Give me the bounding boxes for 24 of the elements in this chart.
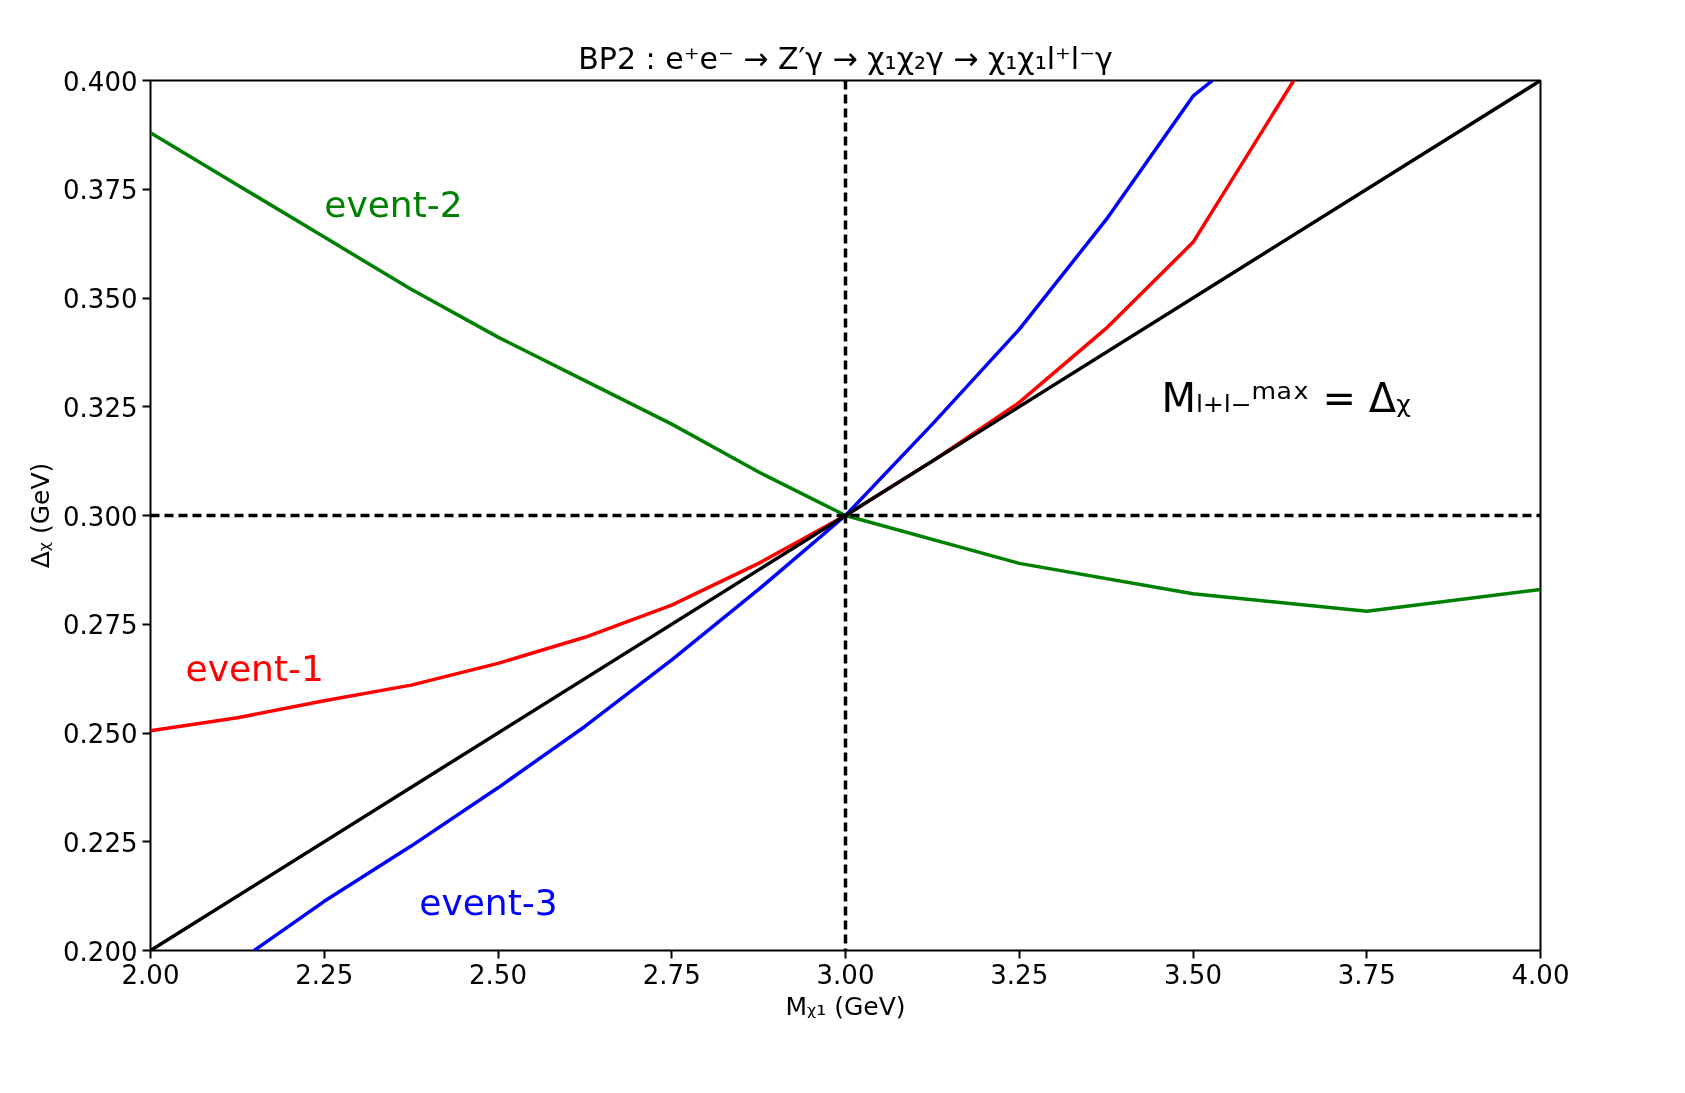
y-tick-label: 0.325 (63, 392, 138, 423)
x-tick-label: 3.25 (990, 959, 1049, 990)
y-tick-label: 0.375 (63, 175, 138, 206)
x-tick-label: 2.75 (642, 959, 701, 990)
line-series (150, 130, 1541, 613)
x-tick-label: 2.50 (469, 959, 527, 990)
x-tick-label: 2.25 (295, 959, 354, 990)
series-label: event-2 (324, 184, 463, 226)
y-tick-label: 0.250 (63, 719, 138, 749)
y-tick-label: 0.275 (63, 610, 138, 641)
series-label: event-1 (185, 647, 324, 689)
series-label: event-3 (419, 882, 558, 924)
y-axis-title: Δᵪ (GeV) (26, 462, 56, 569)
y-tick-label: 0.300 (63, 501, 138, 532)
series-label: Mₗ₊ₗ₋ᵐᵃˣ = Δᵪ (1161, 374, 1411, 421)
x-axis-title: Mᵪ₁ (GeV) (785, 991, 906, 1021)
x-tick-label: 4.00 (1511, 959, 1570, 990)
y-tick-label: 0.225 (63, 827, 138, 858)
x-tick-label: 3.75 (1337, 959, 1396, 990)
x-tick-label: 3.50 (1164, 959, 1222, 990)
y-tick-label: 0.350 (63, 284, 138, 314)
y-tick-label: 0.400 (63, 66, 138, 97)
x-tick-label: 3.00 (816, 959, 875, 990)
chart-title: BP2 : e⁺e⁻ → Z′γ → χ₁χ₂γ → χ₁χ₁l⁺l⁻γ (578, 40, 1113, 76)
